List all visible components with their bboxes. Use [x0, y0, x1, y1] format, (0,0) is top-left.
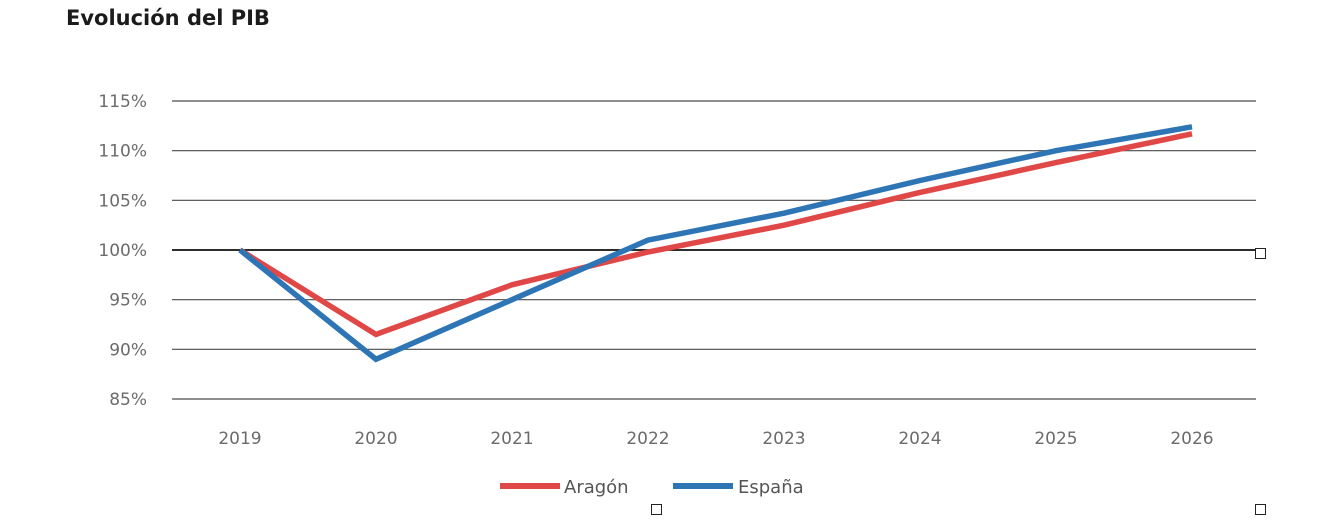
legend: Aragón España	[500, 477, 804, 498]
y-tick-label: 85%	[109, 390, 147, 410]
series-line-españa	[238, 124, 1193, 363]
legend-label: Aragón	[564, 477, 629, 498]
x-tick-label: 2024	[898, 429, 941, 449]
series-line-aragón	[238, 131, 1193, 338]
x-tick-label: 2023	[762, 429, 805, 449]
series-lines	[238, 124, 1193, 363]
x-tick-label: 2026	[1170, 429, 1213, 449]
x-tick-label: 2025	[1034, 429, 1077, 449]
y-tick-label: 95%	[109, 291, 147, 311]
legend-label: España	[738, 477, 804, 498]
y-tick-label: 105%	[98, 191, 147, 211]
y-tick-label: 115%	[98, 92, 147, 112]
y-tick-label: 100%	[98, 241, 147, 261]
x-tick-label: 2022	[626, 429, 669, 449]
y-tick-label: 90%	[109, 340, 147, 360]
gridlines	[172, 100, 1256, 400]
marker-square	[1255, 504, 1266, 515]
y-tick-label: 110%	[98, 142, 147, 162]
x-axis-ticks: 2019 2020 2021 2022 2023 2024 2025 2026	[218, 429, 1213, 449]
marker-square	[1255, 248, 1266, 259]
y-axis-ticks: 85% 90% 95% 100% 105% 110% 115%	[98, 92, 147, 410]
x-tick-label: 2021	[490, 429, 533, 449]
chart-title: Evolución del PIB	[66, 6, 270, 30]
marker-square	[651, 504, 662, 515]
x-tick-label: 2019	[218, 429, 261, 449]
x-tick-label: 2020	[354, 429, 397, 449]
